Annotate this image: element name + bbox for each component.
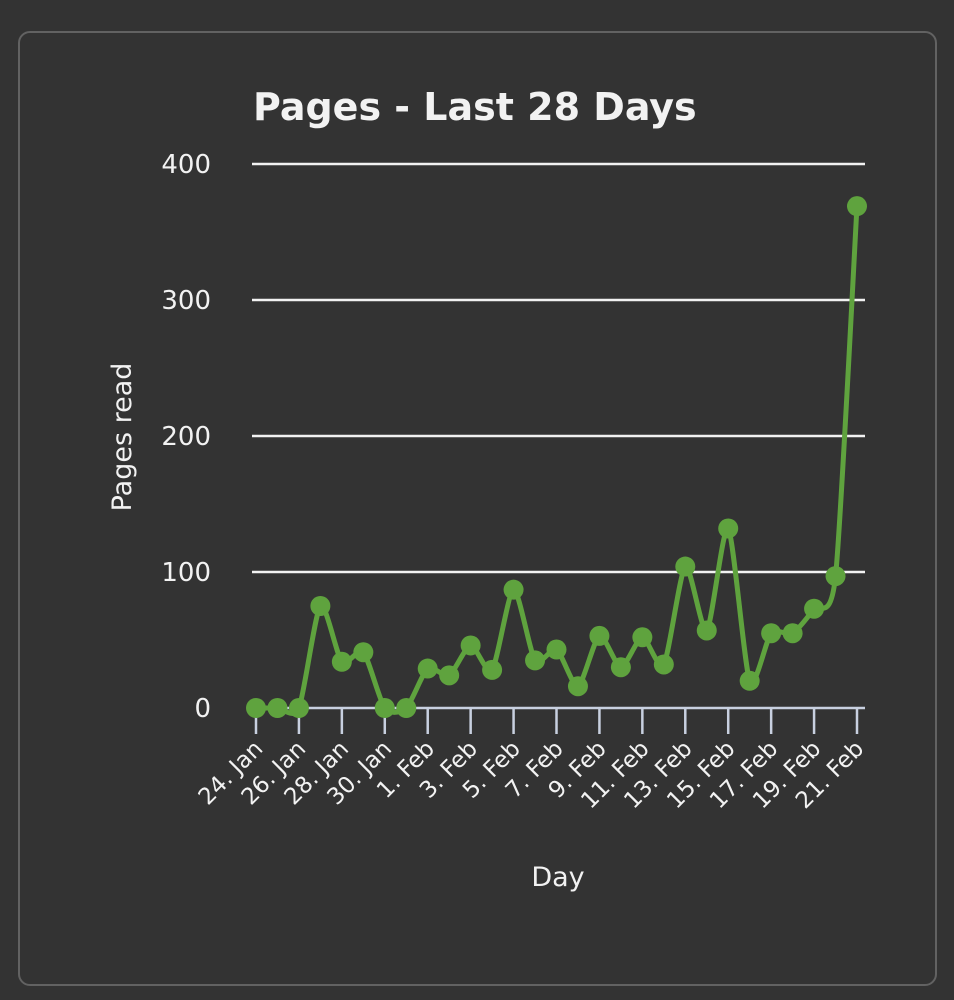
data-point-marker[interactable] bbox=[396, 698, 417, 718]
data-point-marker[interactable] bbox=[804, 598, 825, 619]
chart-title: Pages - Last 28 Days bbox=[253, 85, 697, 129]
data-point-marker[interactable] bbox=[825, 566, 846, 587]
data-point-marker[interactable] bbox=[718, 518, 739, 539]
data-point-marker[interactable] bbox=[589, 625, 610, 646]
gridlines bbox=[252, 162, 865, 574]
y-tick-label: 400 bbox=[161, 150, 211, 180]
data-point-marker[interactable] bbox=[353, 642, 374, 663]
data-point-marker[interactable] bbox=[567, 676, 588, 697]
y-axis-ticks: 0 100 200 300 400 bbox=[161, 150, 211, 724]
y-tick-label: 0 bbox=[194, 694, 211, 724]
y-axis-label: Pages read bbox=[107, 363, 138, 512]
data-point-marker[interactable] bbox=[288, 698, 309, 718]
data-point-marker[interactable] bbox=[761, 623, 782, 644]
data-point-marker[interactable] bbox=[847, 196, 867, 217]
data-point-marker[interactable] bbox=[417, 658, 438, 679]
data-point-marker[interactable] bbox=[675, 556, 696, 577]
chart-card bbox=[18, 31, 937, 986]
data-point-marker[interactable] bbox=[482, 659, 503, 680]
data-point-marker[interactable] bbox=[503, 579, 524, 600]
data-point-marker[interactable] bbox=[696, 620, 717, 641]
data-point-marker[interactable] bbox=[782, 623, 803, 644]
y-tick-label: 200 bbox=[161, 422, 211, 452]
data-point-marker[interactable] bbox=[546, 639, 567, 660]
data-point-marker[interactable] bbox=[246, 698, 266, 718]
x-axis-label: Day bbox=[531, 862, 584, 893]
data-point-marker[interactable] bbox=[739, 670, 760, 691]
data-point-marker[interactable] bbox=[374, 698, 395, 718]
y-tick-label: 100 bbox=[161, 558, 211, 588]
data-point-marker[interactable] bbox=[632, 627, 653, 648]
data-point-marker[interactable] bbox=[439, 665, 460, 686]
data-point-marker[interactable] bbox=[460, 635, 481, 656]
data-point-marker[interactable] bbox=[610, 657, 631, 678]
y-tick-label: 300 bbox=[161, 286, 211, 316]
data-point-marker[interactable] bbox=[310, 596, 331, 616]
data-point-marker[interactable] bbox=[267, 698, 288, 718]
x-axis bbox=[252, 706, 865, 734]
data-point-marker[interactable] bbox=[331, 651, 352, 672]
data-point-marker[interactable] bbox=[653, 654, 674, 675]
data-point-marker[interactable] bbox=[525, 650, 546, 671]
series-pages-read bbox=[246, 196, 867, 718]
